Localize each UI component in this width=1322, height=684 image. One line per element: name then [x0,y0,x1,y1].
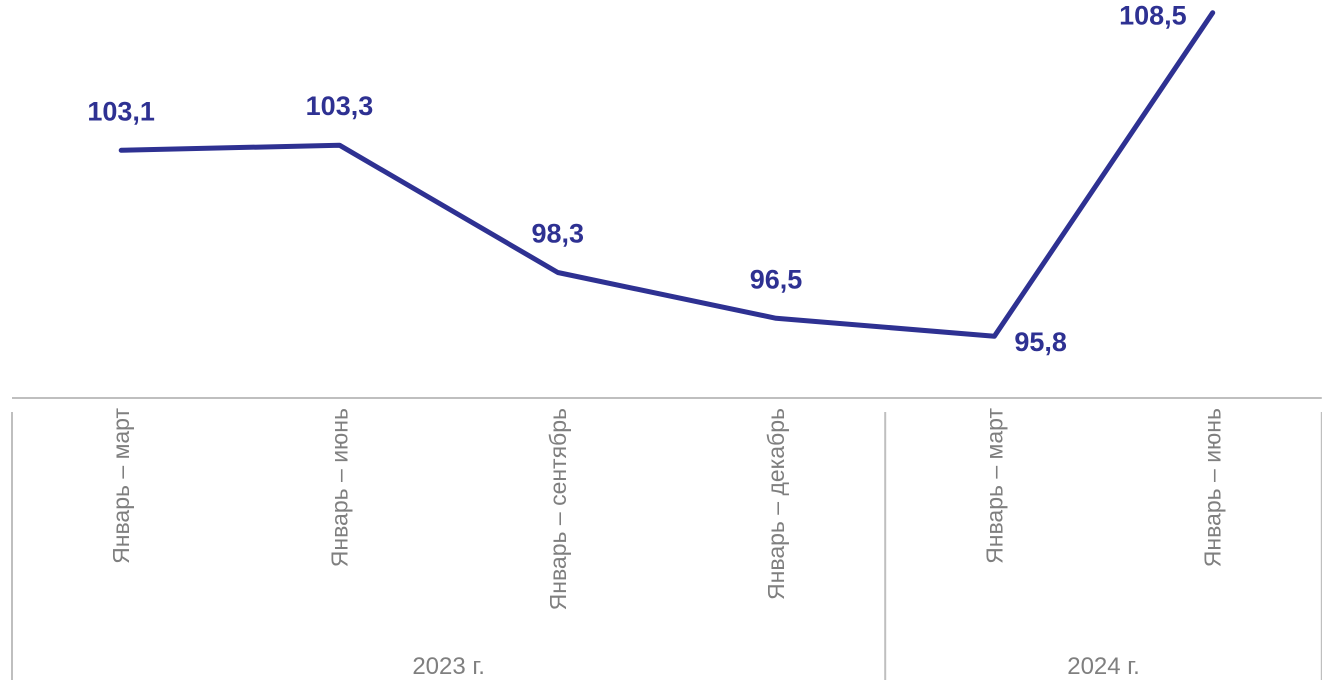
series-line-0 [118,10,1216,339]
x-tick-label-5: Январь – июнь [1200,408,1226,567]
label-layer: 103,1 103,3 98,3 96,5 95,8 108,5 [87,1,1186,357]
series-layer [118,10,1216,339]
data-label-3: 96,5 [750,264,803,294]
x-tick-label-0: Январь – март [108,408,134,564]
x-tick-label-3: Январь – декабрь [763,408,789,600]
data-label-5: 108,5 [1119,1,1187,31]
x-tick-label-2: Январь – сентябрь [545,408,571,610]
x-tick-label-4: Январь – март [981,408,1007,564]
data-label-0: 103,1 [87,96,155,126]
axis-layer: Январь – март Январь – июнь Январь – сентя… [11,397,1322,680]
x-tick-label-1: Январь – июнь [326,408,352,567]
data-label-4: 95,8 [1014,327,1067,357]
data-label-2: 98,3 [531,218,584,248]
group-label-0: 2023 г. [412,653,485,680]
data-label-1: 103,3 [306,91,374,121]
group-label-1: 2024 г. [1067,653,1140,680]
